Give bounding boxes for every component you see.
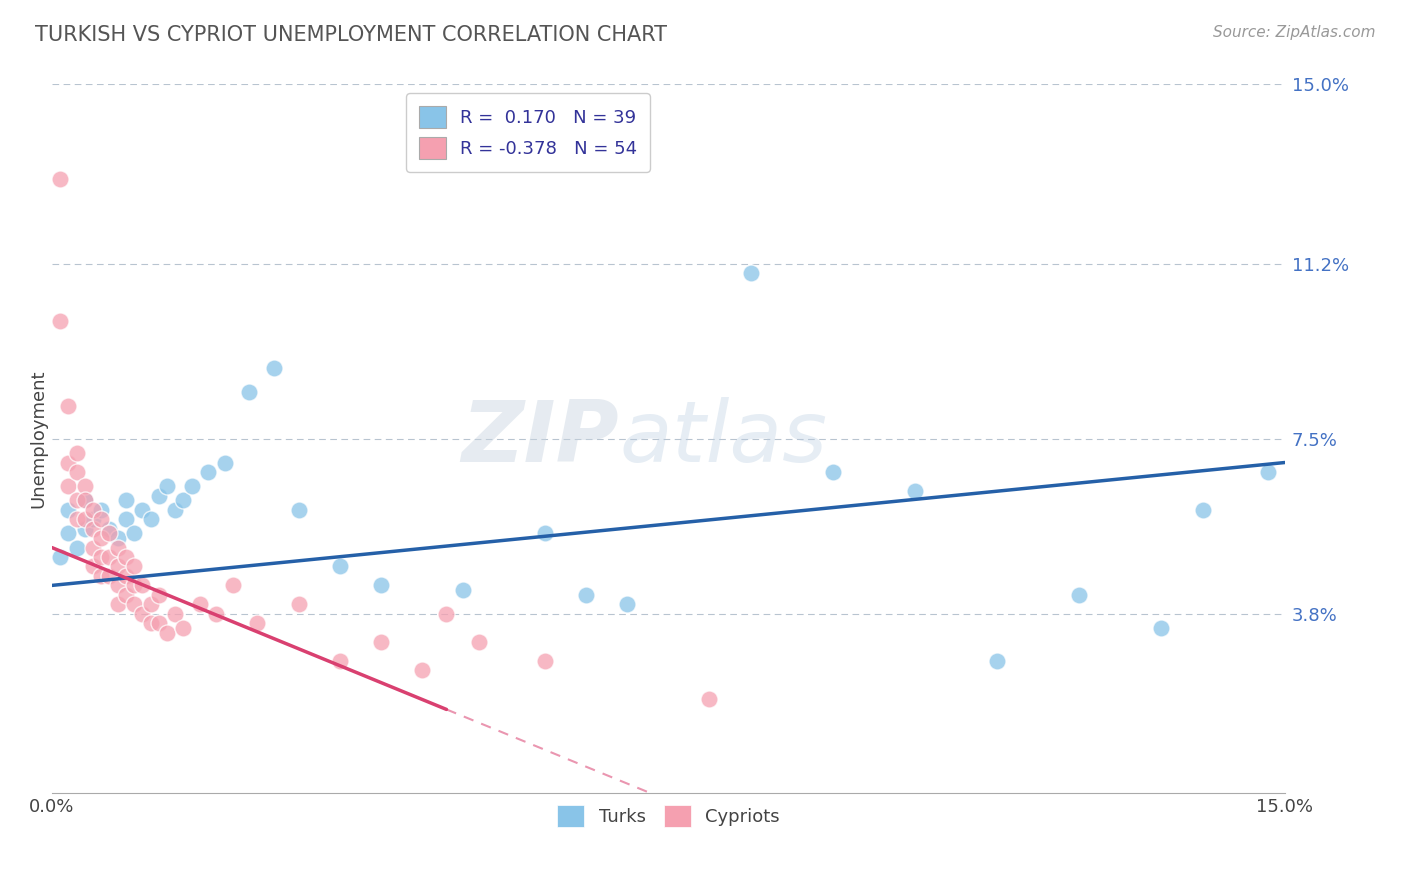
Point: [107, 559, 129, 574]
Point: [58, 526, 80, 541]
Point: [131, 607, 153, 621]
Point: [986, 654, 1008, 668]
Point: [82, 503, 104, 517]
Point: [58, 503, 80, 517]
Point: [73, 512, 96, 526]
Point: [65, 493, 87, 508]
Point: [370, 635, 392, 649]
Point: [73, 479, 96, 493]
Point: [148, 588, 170, 602]
Point: [73, 493, 96, 508]
Point: [122, 559, 145, 574]
Point: [156, 625, 179, 640]
Point: [107, 597, 129, 611]
Point: [172, 621, 194, 635]
Point: [148, 489, 170, 503]
Point: [904, 483, 927, 498]
Point: [90, 569, 112, 583]
Point: [197, 465, 219, 479]
Point: [115, 569, 138, 583]
Point: [468, 635, 491, 649]
Point: [222, 578, 245, 592]
Point: [139, 597, 162, 611]
Point: [329, 559, 352, 574]
Point: [575, 588, 598, 602]
Point: [49, 549, 72, 564]
Point: [107, 541, 129, 555]
Point: [107, 531, 129, 545]
Point: [411, 664, 433, 678]
Point: [534, 654, 557, 668]
Point: [214, 456, 236, 470]
Point: [329, 654, 352, 668]
Point: [148, 616, 170, 631]
Point: [58, 456, 80, 470]
Point: [115, 588, 138, 602]
Y-axis label: Unemployment: Unemployment: [30, 369, 46, 508]
Point: [90, 549, 112, 564]
Point: [122, 578, 145, 592]
Point: [534, 526, 557, 541]
Point: [156, 479, 179, 493]
Point: [122, 597, 145, 611]
Point: [180, 479, 202, 493]
Point: [65, 465, 87, 479]
Point: [90, 503, 112, 517]
Text: atlas: atlas: [619, 398, 827, 481]
Point: [65, 446, 87, 460]
Point: [131, 503, 153, 517]
Point: [115, 493, 138, 508]
Point: [263, 361, 285, 376]
Text: TURKISH VS CYPRIOT UNEMPLOYMENT CORRELATION CHART: TURKISH VS CYPRIOT UNEMPLOYMENT CORRELAT…: [35, 25, 668, 45]
Point: [122, 526, 145, 541]
Point: [58, 479, 80, 493]
Point: [246, 616, 269, 631]
Point: [58, 399, 80, 413]
Point: [90, 531, 112, 545]
Point: [82, 559, 104, 574]
Point: [616, 597, 638, 611]
Point: [821, 465, 844, 479]
Point: [107, 578, 129, 592]
Point: [82, 541, 104, 555]
Point: [98, 526, 121, 541]
Point: [436, 607, 458, 621]
Point: [115, 549, 138, 564]
Point: [287, 597, 309, 611]
Point: [73, 493, 96, 508]
Point: [49, 172, 72, 186]
Point: [1069, 588, 1091, 602]
Point: [139, 512, 162, 526]
Point: [98, 549, 121, 564]
Point: [165, 607, 187, 621]
Point: [131, 578, 153, 592]
Point: [49, 314, 72, 328]
Point: [370, 578, 392, 592]
Point: [451, 583, 474, 598]
Point: [115, 512, 138, 526]
Point: [1150, 621, 1173, 635]
Point: [90, 512, 112, 526]
Point: [238, 384, 260, 399]
Point: [1191, 503, 1213, 517]
Point: [188, 597, 211, 611]
Point: [73, 522, 96, 536]
Text: ZIP: ZIP: [461, 398, 619, 481]
Point: [699, 691, 721, 706]
Point: [165, 503, 187, 517]
Point: [98, 569, 121, 583]
Point: [139, 616, 162, 631]
Point: [205, 607, 228, 621]
Point: [287, 503, 309, 517]
Point: [82, 512, 104, 526]
Point: [82, 522, 104, 536]
Point: [172, 493, 194, 508]
Legend: Turks, Cypriots: Turks, Cypriots: [550, 797, 787, 834]
Point: [98, 522, 121, 536]
Point: [740, 267, 762, 281]
Text: Source: ZipAtlas.com: Source: ZipAtlas.com: [1212, 25, 1375, 40]
Point: [65, 541, 87, 555]
Point: [65, 512, 87, 526]
Point: [1257, 465, 1279, 479]
